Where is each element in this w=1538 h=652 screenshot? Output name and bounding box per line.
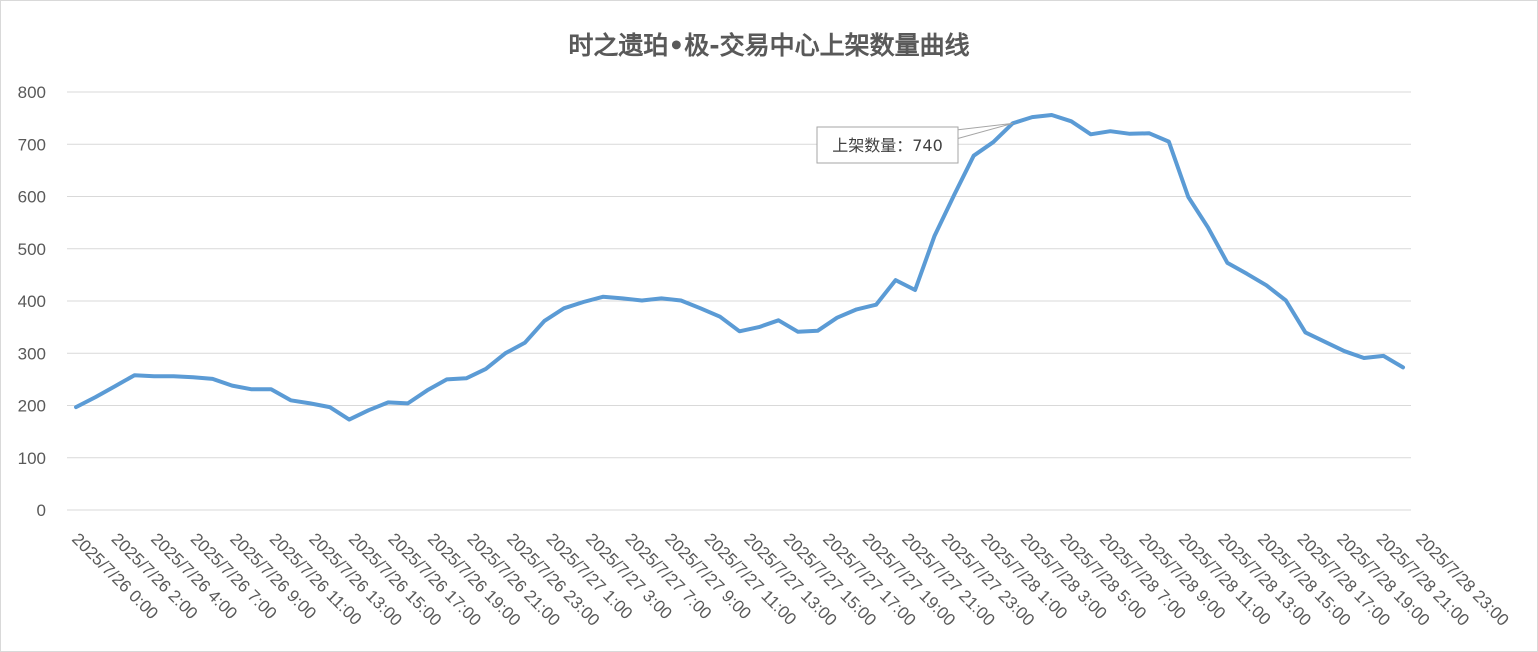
data-point xyxy=(152,374,156,378)
data-point xyxy=(698,306,702,310)
data-point xyxy=(308,401,312,405)
data-point xyxy=(542,319,546,323)
data-point xyxy=(991,140,995,144)
data-point xyxy=(562,306,566,310)
data-point xyxy=(1245,272,1249,276)
chart-title: 时之遗珀•极-交易中心上架数量曲线 xyxy=(568,31,970,60)
data-point xyxy=(1401,365,1405,369)
data-point xyxy=(1089,132,1093,136)
data-point xyxy=(172,374,176,378)
y-tick-label: 400 xyxy=(18,292,46,311)
data-point xyxy=(952,193,956,197)
data-point xyxy=(1284,298,1288,302)
data-point xyxy=(1323,340,1327,344)
y-tick-label: 100 xyxy=(18,449,46,468)
data-point xyxy=(874,303,878,307)
data-point xyxy=(1108,129,1112,133)
data-point xyxy=(1303,330,1307,334)
data-point xyxy=(1030,115,1034,119)
y-tick-label: 300 xyxy=(18,344,46,363)
data-point xyxy=(191,375,195,379)
data-point xyxy=(250,387,254,391)
data-point xyxy=(1069,119,1073,123)
data-point xyxy=(796,330,800,334)
data-point xyxy=(484,367,488,371)
data-point xyxy=(1186,195,1190,199)
y-tick-label: 800 xyxy=(18,83,46,102)
data-point xyxy=(757,325,761,329)
data-point xyxy=(972,154,976,158)
data-point xyxy=(894,278,898,282)
y-tick-label: 500 xyxy=(18,240,46,259)
data-point xyxy=(777,318,781,322)
data-point xyxy=(464,376,468,380)
data-point xyxy=(445,377,449,381)
data-point xyxy=(328,405,332,409)
data-point xyxy=(133,373,137,377)
data-point xyxy=(425,388,429,392)
data-point xyxy=(94,395,98,399)
data-point xyxy=(718,315,722,319)
data-point xyxy=(738,329,742,333)
callout-box xyxy=(816,126,959,164)
data-point xyxy=(386,400,390,404)
data-point xyxy=(113,384,117,388)
y-tick-label: 600 xyxy=(18,188,46,207)
y-tick-label: 200 xyxy=(18,397,46,416)
data-point xyxy=(406,401,410,405)
data-point xyxy=(601,295,605,299)
data-point xyxy=(1381,354,1385,358)
data-point xyxy=(1225,261,1229,265)
data-point xyxy=(211,377,215,381)
data-point xyxy=(1128,132,1132,136)
data-point xyxy=(913,288,917,292)
data-point xyxy=(620,296,624,300)
data-point xyxy=(1362,356,1366,360)
data-point xyxy=(816,329,820,333)
data-point xyxy=(523,341,527,345)
data-point xyxy=(367,408,371,412)
data-point xyxy=(835,316,839,320)
y-tick-label: 700 xyxy=(18,135,46,154)
data-point xyxy=(347,418,351,422)
data-label: 上架数量：740 xyxy=(832,136,943,155)
y-tick-label: 0 xyxy=(37,501,46,520)
series-line xyxy=(74,113,1405,422)
data-point xyxy=(230,384,234,388)
data-point xyxy=(1050,113,1054,117)
data-point xyxy=(640,298,644,302)
data-point xyxy=(1342,349,1346,353)
data-point xyxy=(1264,283,1268,287)
data-point xyxy=(933,234,937,238)
data-point xyxy=(679,298,683,302)
data-point xyxy=(855,307,859,311)
callout-leader xyxy=(955,122,1013,140)
data-point xyxy=(1147,131,1151,135)
data-point xyxy=(289,398,293,402)
data-point xyxy=(1206,225,1210,229)
data-point xyxy=(581,300,585,304)
data-point xyxy=(1167,140,1171,144)
data-point xyxy=(659,296,663,300)
data-point xyxy=(503,351,507,355)
data-point xyxy=(269,387,273,391)
data-point xyxy=(74,405,78,409)
